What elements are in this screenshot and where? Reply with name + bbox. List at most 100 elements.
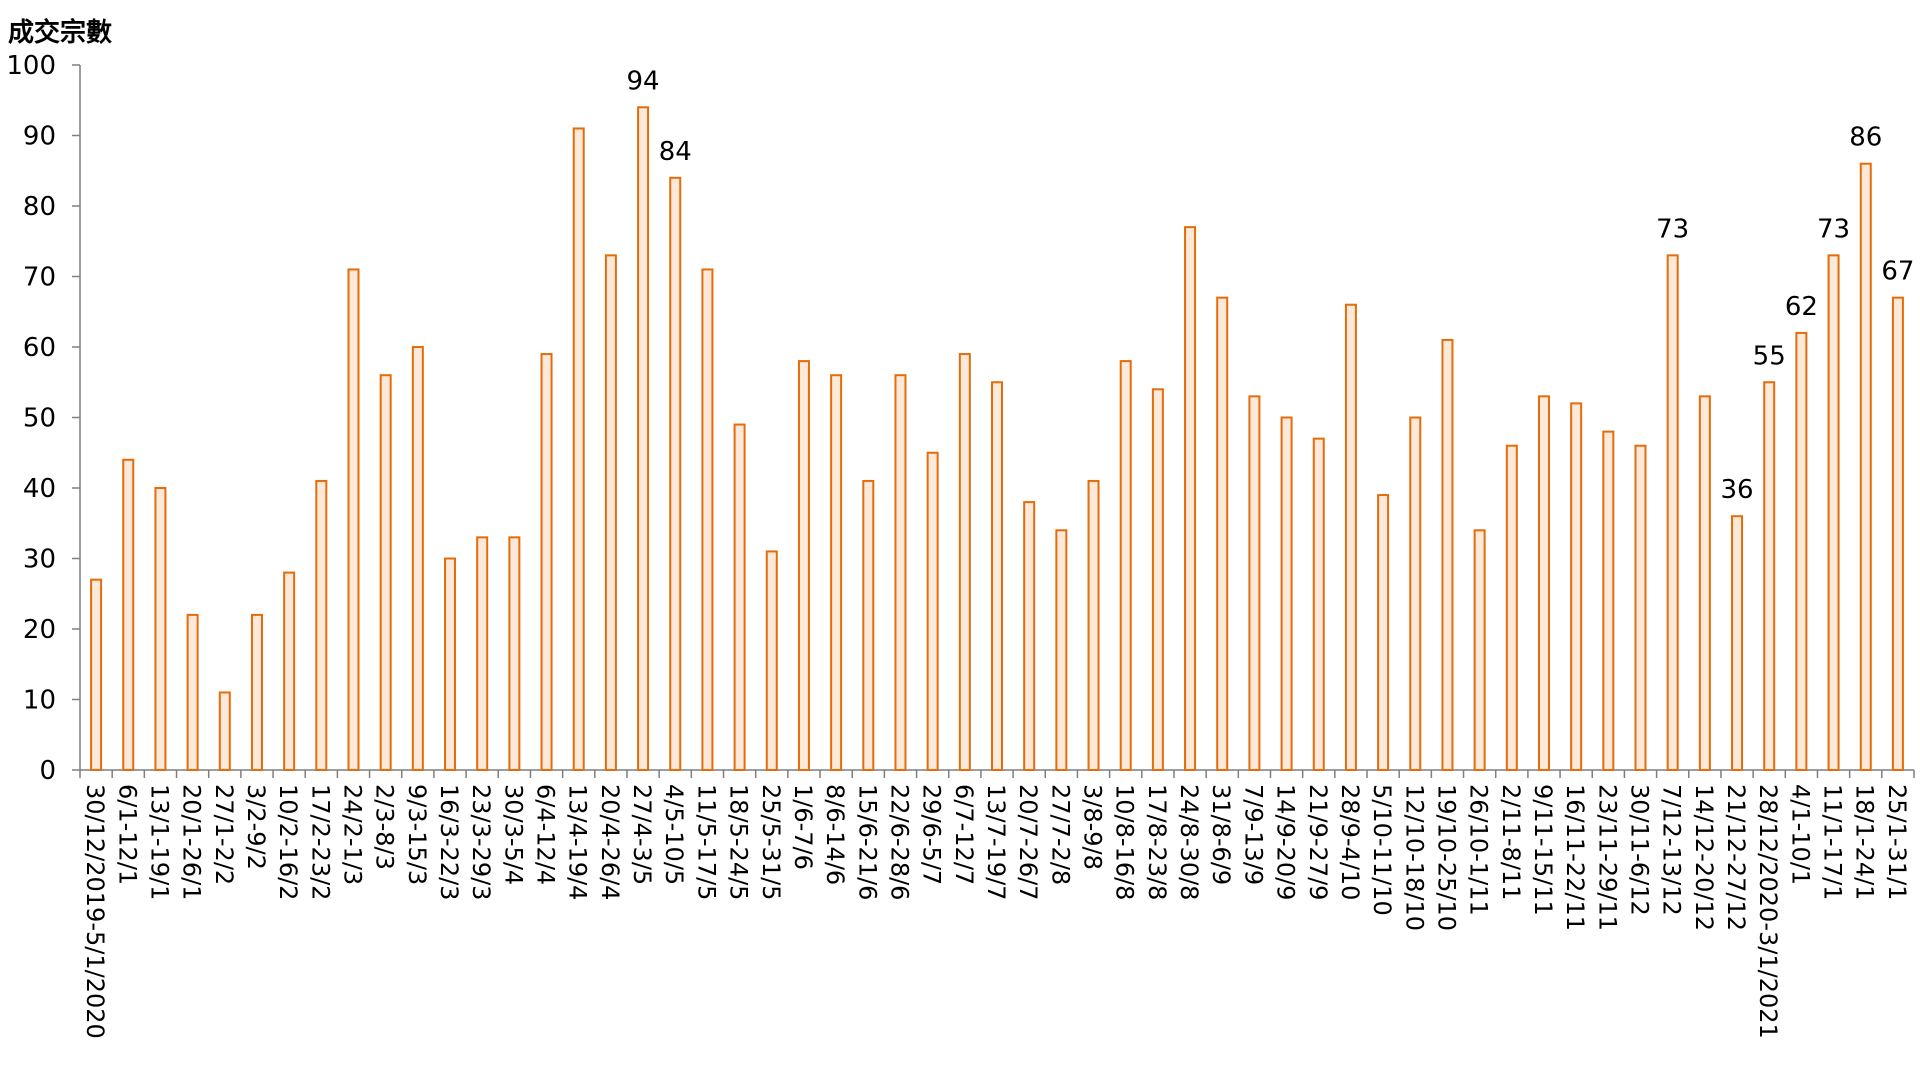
bar xyxy=(1570,402,1583,771)
data-label: 73 xyxy=(1817,214,1850,244)
bar xyxy=(90,578,103,772)
data-label: 36 xyxy=(1720,475,1753,505)
bar xyxy=(476,536,489,771)
x-category-label: 13/4-19/4 xyxy=(564,784,592,900)
bar xyxy=(1891,296,1904,771)
y-tick-label: 90 xyxy=(23,122,56,152)
bar xyxy=(1666,254,1679,772)
bar xyxy=(1859,162,1872,771)
bar xyxy=(1087,479,1100,771)
x-category-label: 3/2-9/2 xyxy=(242,784,270,870)
bar xyxy=(540,353,553,771)
x-category-label: 20/4-26/4 xyxy=(596,784,624,900)
x-category-label: 1/6-7/6 xyxy=(789,784,817,870)
y-tick-label: 30 xyxy=(23,545,56,575)
x-category-label: 21/9-27/9 xyxy=(1304,784,1332,900)
bar xyxy=(444,557,457,771)
bar xyxy=(765,550,778,772)
x-category-label: 3/8-9/8 xyxy=(1079,784,1107,870)
x-category-label: 13/7-19/7 xyxy=(982,784,1010,900)
bar xyxy=(1248,395,1261,771)
x-category-label: 11/1-17/1 xyxy=(1819,784,1847,900)
x-category-label: 19/10-25/10 xyxy=(1432,784,1460,931)
data-label: 94 xyxy=(627,66,660,96)
x-category-label: 23/3-29/3 xyxy=(467,784,495,900)
bar xyxy=(154,487,167,771)
x-category-label: 11/5-17/5 xyxy=(692,784,720,900)
x-category-label: 17/8-23/8 xyxy=(1143,784,1171,900)
x-category-label: 30/11-6/12 xyxy=(1626,784,1654,916)
bar xyxy=(894,374,907,771)
data-label: 84 xyxy=(659,137,692,167)
data-label: 67 xyxy=(1881,257,1914,287)
bar xyxy=(572,127,585,771)
x-category-label: 10/8-16/8 xyxy=(1111,784,1139,900)
bar xyxy=(637,106,650,772)
bar xyxy=(958,353,971,771)
bar xyxy=(1731,515,1744,772)
y-tick-label: 10 xyxy=(23,686,56,716)
x-category-label: 2/11-8/11 xyxy=(1497,784,1525,900)
x-category-label: 24/8-30/8 xyxy=(1175,784,1203,900)
bar xyxy=(1827,254,1840,772)
x-category-label: 25/1-31/1 xyxy=(1883,784,1911,900)
x-category-label: 7/9-13/9 xyxy=(1239,784,1267,885)
x-category-label: 2/3-8/3 xyxy=(371,784,399,870)
x-category-label: 17/2-23/2 xyxy=(306,784,334,900)
data-label: 62 xyxy=(1785,292,1818,322)
bar xyxy=(830,374,843,771)
bar xyxy=(1280,416,1293,771)
bar xyxy=(1505,444,1518,771)
y-tick-label: 0 xyxy=(39,756,56,786)
bar xyxy=(508,536,521,771)
x-category-label: 23/11-29/11 xyxy=(1593,784,1621,931)
bar xyxy=(1537,395,1550,771)
x-category-label: 4/1-10/1 xyxy=(1786,784,1814,885)
x-category-label: 26/10-1/11 xyxy=(1465,784,1493,916)
x-category-label: 25/5-31/5 xyxy=(757,784,785,900)
x-category-label: 4/5-10/5 xyxy=(660,784,688,885)
y-tick-label: 70 xyxy=(23,263,56,293)
y-tick-label: 100 xyxy=(6,51,56,81)
bar xyxy=(379,374,392,771)
x-category-label: 10/2-16/2 xyxy=(274,784,302,900)
bar xyxy=(733,423,746,771)
bar xyxy=(1023,501,1036,771)
x-category-label: 16/3-22/3 xyxy=(435,784,463,900)
x-category-label: 14/12-20/12 xyxy=(1690,784,1718,931)
y-tick-label: 20 xyxy=(23,615,56,645)
x-category-label: 18/1-24/1 xyxy=(1851,784,1879,900)
bar xyxy=(669,176,682,772)
bar xyxy=(1344,303,1357,771)
x-category-label: 30/12/2019-5/1/2020 xyxy=(81,784,109,1039)
x-category-label: 31/8-6/9 xyxy=(1207,784,1235,885)
bar xyxy=(1602,430,1615,771)
x-category-label: 27/7-2/8 xyxy=(1046,784,1074,885)
x-category-label: 6/7-12/7 xyxy=(950,784,978,885)
bar xyxy=(186,613,199,772)
x-category-label: 12/10-18/10 xyxy=(1400,784,1428,931)
x-category-label: 20/7-26/7 xyxy=(1014,784,1042,900)
bar xyxy=(701,268,714,771)
x-category-label: 9/3-15/3 xyxy=(403,784,431,885)
bar xyxy=(218,691,231,772)
bar xyxy=(283,571,296,771)
bar xyxy=(411,346,424,771)
x-category-label: 5/10-11/10 xyxy=(1368,784,1396,916)
x-category-label: 7/12-13/12 xyxy=(1658,784,1686,916)
bar xyxy=(1184,226,1197,771)
bar xyxy=(122,458,135,771)
bar xyxy=(1795,331,1808,771)
data-label: 73 xyxy=(1656,214,1689,244)
bar xyxy=(604,254,617,772)
x-category-label: 8/6-14/6 xyxy=(821,784,849,885)
x-category-label: 28/12/2020-3/1/2021 xyxy=(1754,784,1782,1039)
bar xyxy=(1763,381,1776,771)
y-axis-label: 成交宗數 xyxy=(8,18,113,48)
x-category-label: 13/1-19/1 xyxy=(145,784,173,900)
data-label: 55 xyxy=(1753,341,1786,371)
x-category-label: 22/6-28/6 xyxy=(885,784,913,900)
bar xyxy=(797,360,810,771)
